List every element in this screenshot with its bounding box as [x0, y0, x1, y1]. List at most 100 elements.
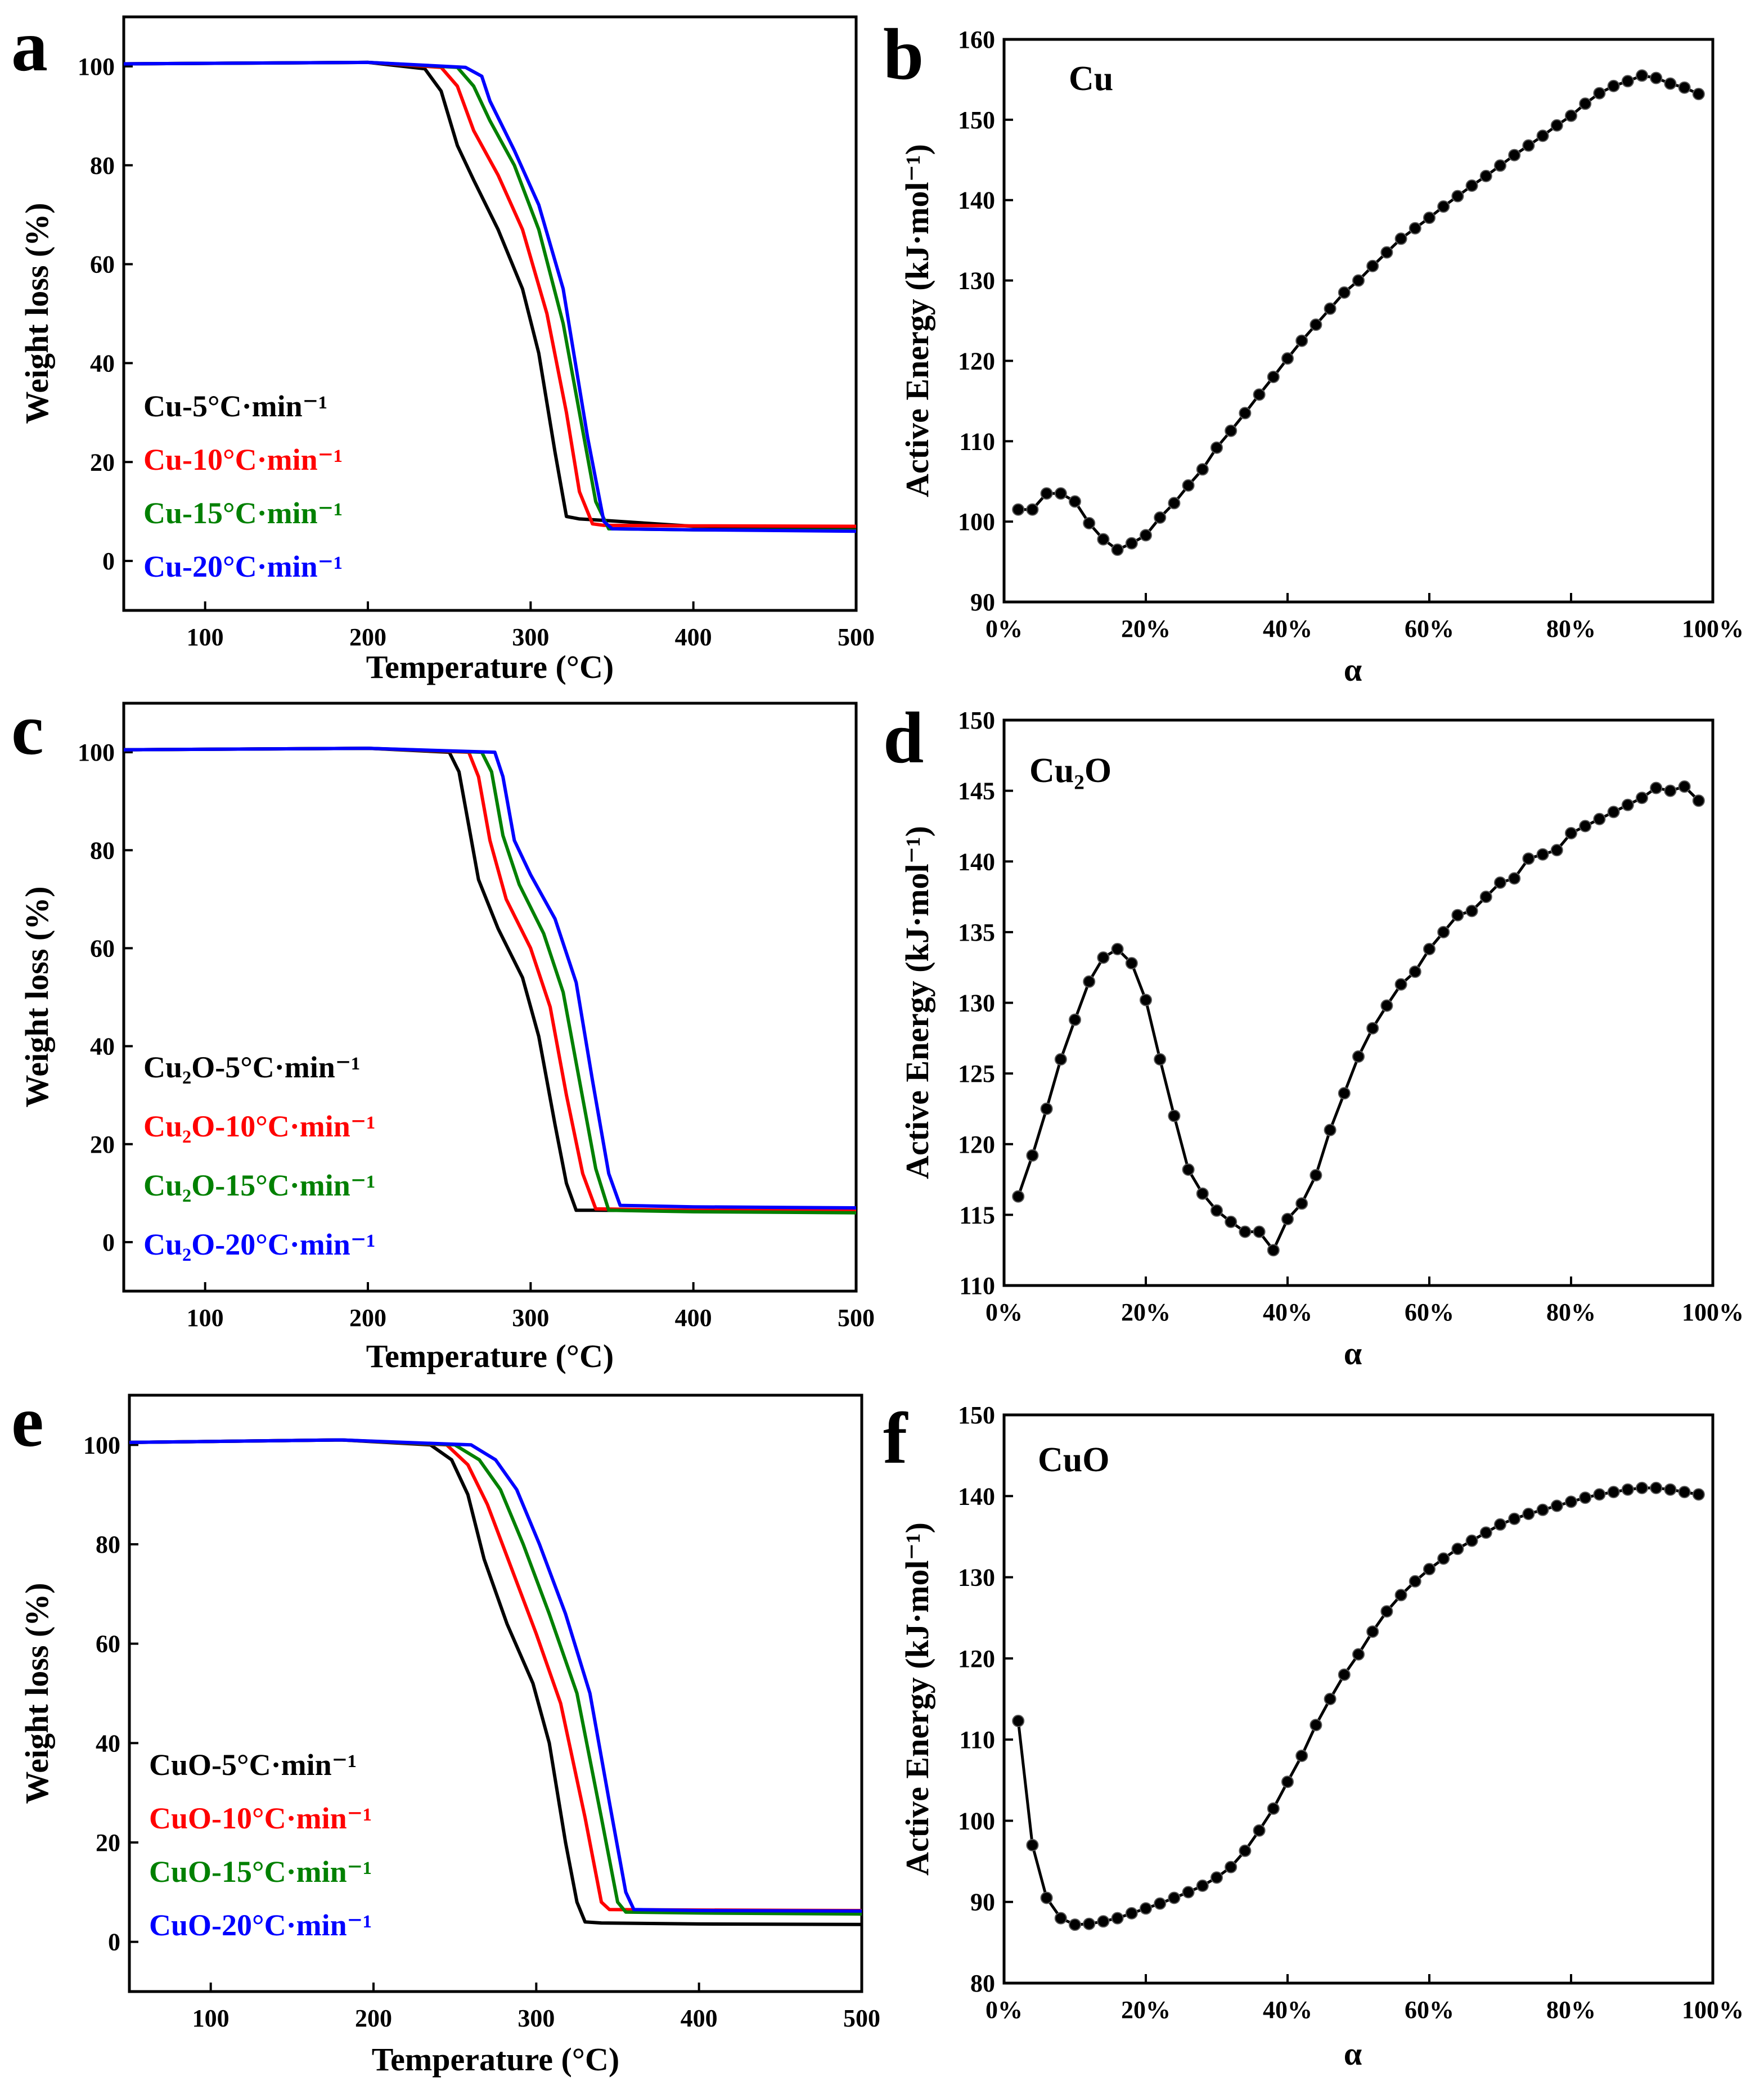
panel-b: b 0% 20% 40% 60% 80% 100% 90 100 110 120 130 140 150… [883, 14, 1744, 688]
legend-a: Cu-5°C·min⁻¹ Cu-10°C·min⁻¹ Cu-15°C·min⁻¹… [143, 389, 343, 583]
y-axis-label-b: Active Energy (kJ·mol⁻¹) [899, 144, 935, 497]
x-axis-label-a: Temperature (°C) [366, 649, 614, 685]
series-line-e-1 [129, 1438, 862, 1926]
data-point-d-45 [1650, 781, 1663, 794]
data-point-d-22 [1324, 1123, 1336, 1136]
data-point-b-42 [1607, 79, 1620, 92]
y-tick-label-b-2: 110 [959, 428, 995, 455]
plot-frame-b [1002, 38, 1714, 604]
data-point-d-20 [1295, 1197, 1308, 1210]
data-point-d-30 [1437, 925, 1450, 938]
legend-entry-e-4: CuO-20°C·min⁻¹ [149, 1908, 372, 1942]
x-tick-label-a-4: 500 [838, 623, 875, 651]
data-point-f-7 [1111, 1912, 1124, 1925]
data-point-f-25 [1366, 1625, 1379, 1638]
y-tick-label-d-0: 110 [959, 1272, 995, 1300]
panel-letter-e: e [11, 1381, 44, 1462]
x-axis-label-e: Temperature (°C) [372, 2041, 619, 2078]
data-point-d-16 [1239, 1225, 1252, 1238]
data-point-d-6 [1097, 951, 1110, 964]
y-tick-label-a-3: 60 [90, 251, 115, 278]
data-point-b-18 [1267, 371, 1280, 383]
data-point-d-15 [1225, 1215, 1238, 1228]
x-axis-label-f: α [1344, 2035, 1362, 2072]
x-tick-label-a-1: 200 [349, 623, 386, 651]
y-axis-label-e: Weight loss (%) [19, 1583, 55, 1804]
series-line-e-4 [129, 1438, 862, 1913]
y-tick-label-b-4: 130 [958, 267, 995, 295]
data-point-b-25 [1366, 259, 1379, 272]
y-tick-label-e-2: 40 [96, 1729, 120, 1757]
legend-entry-a-2: Cu-10°C·min⁻¹ [143, 443, 343, 477]
data-point-f-39 [1565, 1495, 1577, 1508]
data-point-b-46 [1664, 77, 1677, 90]
x-tick-label-c-1: 200 [349, 1304, 386, 1332]
panel-letter-c: c [11, 689, 44, 770]
y-tick-label-a-4: 80 [90, 152, 115, 179]
y-tick-label-c-0: 0 [102, 1229, 115, 1256]
data-point-f-11 [1168, 1891, 1181, 1904]
x-tick-label-d-4: 80% [1546, 1298, 1596, 1326]
data-point-b-37 [1536, 129, 1549, 142]
series-lines-c [124, 747, 856, 1215]
data-point-f-5 [1083, 1917, 1096, 1930]
y-tick-label-f-1: 90 [970, 1889, 995, 1916]
data-points-d [1012, 780, 1705, 1257]
data-point-d-13 [1196, 1187, 1209, 1200]
y-tick-label-a-1: 20 [90, 448, 115, 476]
data-point-f-48 [1692, 1488, 1705, 1501]
data-point-f-26 [1380, 1605, 1393, 1618]
data-point-d-38 [1550, 844, 1563, 857]
x-tick-label-b-0: 0% [986, 615, 1023, 642]
series-line-a-2 [124, 60, 856, 528]
legend-entry-c-1: Cu₂O-5°C·min⁻¹ [143, 1050, 361, 1084]
x-tick-label-c-4: 500 [838, 1304, 875, 1332]
axis-ticks-a: 100 200 300 400 500 0 20 40 60 80 100 [78, 53, 875, 651]
data-point-d-43 [1621, 798, 1634, 811]
y-tick-label-e-5: 100 [83, 1431, 120, 1459]
y-tick-label-f-0: 80 [970, 1970, 995, 1997]
data-point-b-44 [1636, 69, 1648, 82]
y-tick-label-f-3: 110 [959, 1726, 995, 1754]
data-point-f-23 [1338, 1668, 1351, 1681]
axis-ticks-c: 100 200 300 400 500 0 20 40 60 80 100 [78, 739, 875, 1332]
axis-ticks-b: 0% 20% 40% 60% 80% 100% 90 100 110 120 130 140 150 16… [958, 26, 1744, 642]
plot-frame-a [122, 15, 858, 612]
y-tick-label-c-3: 60 [90, 934, 115, 962]
x-tick-label-f-3: 60% [1405, 1996, 1454, 2024]
y-tick-label-c-4: 80 [90, 837, 115, 864]
panel-f: f 0% 20% 40% 60% 80% 100% 80 90 100 110 120 130 140 1… [883, 1398, 1744, 2072]
y-tick-label-b-6: 150 [958, 106, 995, 134]
axis-ticks-f: 0% 20% 40% 60% 80% 100% 80 90 100 110 120 130 140 150 [958, 1401, 1744, 2024]
data-point-b-48 [1692, 88, 1705, 101]
data-point-b-20 [1295, 334, 1308, 347]
y-tick-label-b-7: 160 [958, 26, 995, 53]
y-tick-label-b-0: 90 [970, 588, 995, 616]
data-point-b-41 [1593, 87, 1606, 100]
data-point-d-31 [1451, 909, 1464, 922]
y-axis-label-d: Active Energy (kJ·mol⁻¹) [899, 826, 935, 1179]
x-tick-label-b-4: 80% [1546, 615, 1596, 642]
data-point-d-14 [1210, 1204, 1223, 1217]
panel-letter-f: f [883, 1398, 908, 1479]
series-line-c-1 [124, 747, 856, 1213]
data-point-b-9 [1140, 529, 1152, 542]
data-point-f-21 [1310, 1719, 1322, 1732]
connect-line-b [1018, 74, 1699, 551]
data-point-b-12 [1182, 479, 1195, 492]
data-point-f-1 [1026, 1839, 1039, 1851]
data-point-f-30 [1437, 1552, 1450, 1565]
y-tick-label-c-1: 20 [90, 1131, 115, 1158]
x-tick-label-f-1: 20% [1121, 1996, 1171, 2024]
y-tick-label-b-5: 140 [958, 187, 995, 214]
data-point-b-10 [1154, 511, 1167, 524]
y-tick-label-a-5: 100 [78, 53, 115, 80]
x-tick-label-b-1: 20% [1121, 615, 1171, 642]
series-lines-a [124, 60, 856, 533]
data-point-f-45 [1650, 1481, 1663, 1494]
data-point-f-2 [1040, 1891, 1053, 1904]
data-point-f-0 [1012, 1715, 1025, 1727]
data-point-f-36 [1522, 1508, 1535, 1520]
data-point-b-14 [1210, 441, 1223, 454]
data-point-b-47 [1678, 81, 1691, 94]
